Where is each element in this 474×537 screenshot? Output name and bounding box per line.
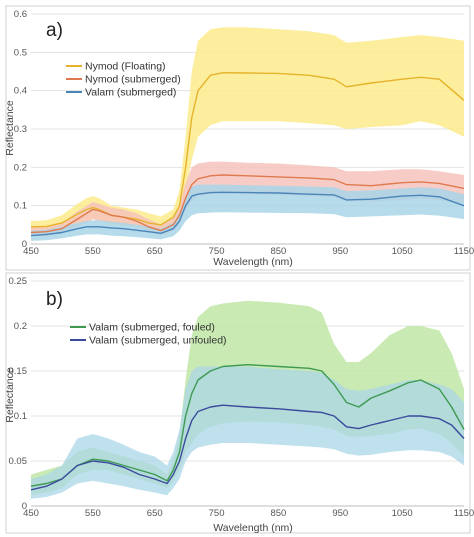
series-band <box>31 184 464 241</box>
series-line <box>30 191 465 237</box>
panel-a-bands <box>31 27 464 241</box>
panel-b-label: b) <box>46 289 63 310</box>
panel-a: 0 0.1 0.2 0.3 0.4 0.5 0.6 450 550 650 750 850 950 10… <box>4 5 474 271</box>
y-tick-label: 0.6 <box>14 9 27 20</box>
panel-a-legend: Nymod (Floating)Nymod (submerged)Valam (… <box>66 61 181 99</box>
legend-label: Valam (submerged, unfouled) <box>89 335 227 347</box>
y-tick-label: 0 <box>22 501 27 512</box>
panel-b-y-ticks: 0 0.05 0.1 0.15 0.2 0.25 <box>9 276 28 512</box>
y-tick-label: 0.5 <box>14 47 27 58</box>
x-tick-label: 450 <box>23 508 39 519</box>
y-tick-label: 0.1 <box>14 411 27 422</box>
series-band <box>31 27 464 233</box>
y-tick-label: 0.3 <box>14 124 27 135</box>
y-tick-label: 0.1 <box>14 201 27 212</box>
y-tick-label: 0.25 <box>9 276 28 287</box>
panel-b-bands <box>31 300 464 499</box>
x-tick-label: 750 <box>209 246 225 257</box>
panel-b: 0 0.05 0.1 0.15 0.2 0.25 450 550 650 750 850 950 10… <box>4 272 474 534</box>
panel-b-x-ticks: 450 550 650 750 850 950 1050 1150 <box>23 508 474 519</box>
x-tick-label: 550 <box>85 508 101 519</box>
x-tick-label: 750 <box>209 508 225 519</box>
panel-a-y-axis-label: Reflectance <box>4 100 16 156</box>
x-tick-label: 650 <box>147 246 163 257</box>
x-tick-label: 550 <box>85 246 101 257</box>
legend-label: Valam (submerged, fouled) <box>89 322 215 334</box>
panel-b-x-axis-label: Wavelength (nm) <box>213 522 293 534</box>
x-tick-label: 650 <box>147 508 163 519</box>
x-tick-label: 1050 <box>392 246 413 257</box>
panel-b-legend: Valam (submerged, fouled)Valam (submerge… <box>70 322 227 347</box>
y-tick-label: 0.05 <box>9 456 28 467</box>
panel-a-x-axis-label: Wavelength (nm) <box>213 256 293 268</box>
panel-a-y-ticks: 0 0.1 0.2 0.3 0.4 0.5 0.6 <box>14 9 27 250</box>
panel-a-lines <box>30 72 465 237</box>
series-line <box>30 174 465 234</box>
series-line <box>30 404 465 491</box>
y-tick-label: 0.15 <box>9 366 28 377</box>
x-tick-label: 450 <box>23 246 39 257</box>
legend-label: Nymod (submerged) <box>85 74 181 86</box>
series-line <box>30 72 465 228</box>
x-tick-label: 1150 <box>454 246 474 257</box>
y-tick-label: 0.2 <box>14 321 27 332</box>
series-band <box>31 366 464 499</box>
legend-label: Valam (submerged) <box>85 87 176 99</box>
panel-b-y-axis-label: Reflectance <box>4 367 16 423</box>
x-tick-label: 1050 <box>392 508 413 519</box>
legend-label: Nymod (Floating) <box>85 61 166 73</box>
y-tick-label: 0.2 <box>14 162 27 173</box>
x-tick-label: 1150 <box>454 508 474 519</box>
series-line <box>30 364 465 487</box>
panel-b-lines <box>30 364 465 491</box>
x-tick-label: 850 <box>270 508 286 519</box>
x-tick-label: 950 <box>332 246 348 257</box>
x-tick-label: 850 <box>270 246 286 257</box>
panel-a-x-ticks: 450 550 650 750 850 950 1050 1150 <box>23 246 474 257</box>
panel-a-label: a) <box>46 20 63 41</box>
series-band <box>31 161 464 237</box>
y-tick-label: 0 <box>22 239 27 250</box>
x-tick-label: 950 <box>332 508 348 519</box>
y-tick-label: 0.4 <box>14 86 27 97</box>
